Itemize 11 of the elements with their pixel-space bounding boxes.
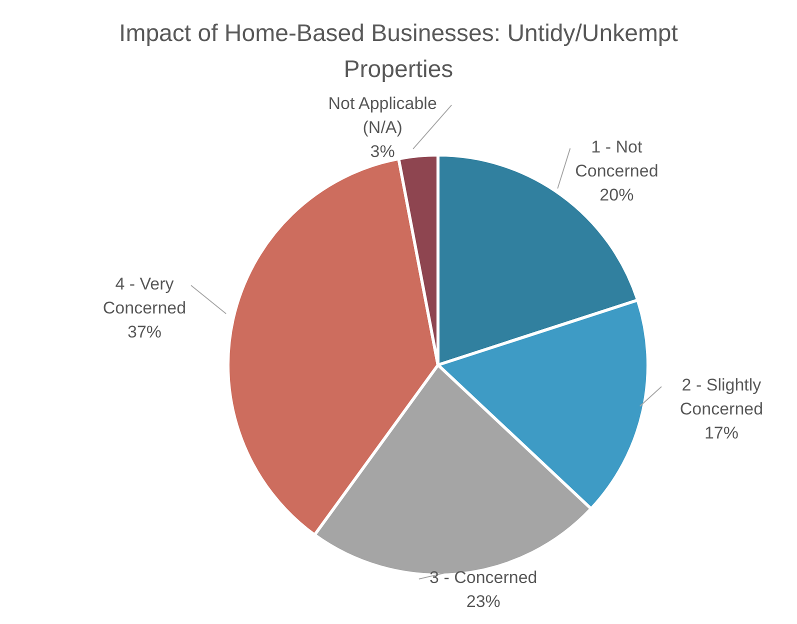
slice-label: 3 - Concerned xyxy=(430,568,538,588)
chart-title: Impact of Home-Based Businesses: Untidy/Unkempt Properties xyxy=(118,19,678,85)
slice-label: Not Applicable (N/A) xyxy=(328,94,437,138)
data-label: 17% xyxy=(704,424,739,444)
slice-label: 4 - Very Concerned xyxy=(102,274,186,318)
slice-label: 1 - Not Concerned xyxy=(575,138,658,181)
data-label: 23% xyxy=(466,592,500,612)
slice-label: 2 - Slightly Concerned xyxy=(680,376,764,420)
data-label: 3% xyxy=(370,142,395,162)
data-label: 20% xyxy=(600,186,634,205)
data-label: 37% xyxy=(127,322,162,342)
